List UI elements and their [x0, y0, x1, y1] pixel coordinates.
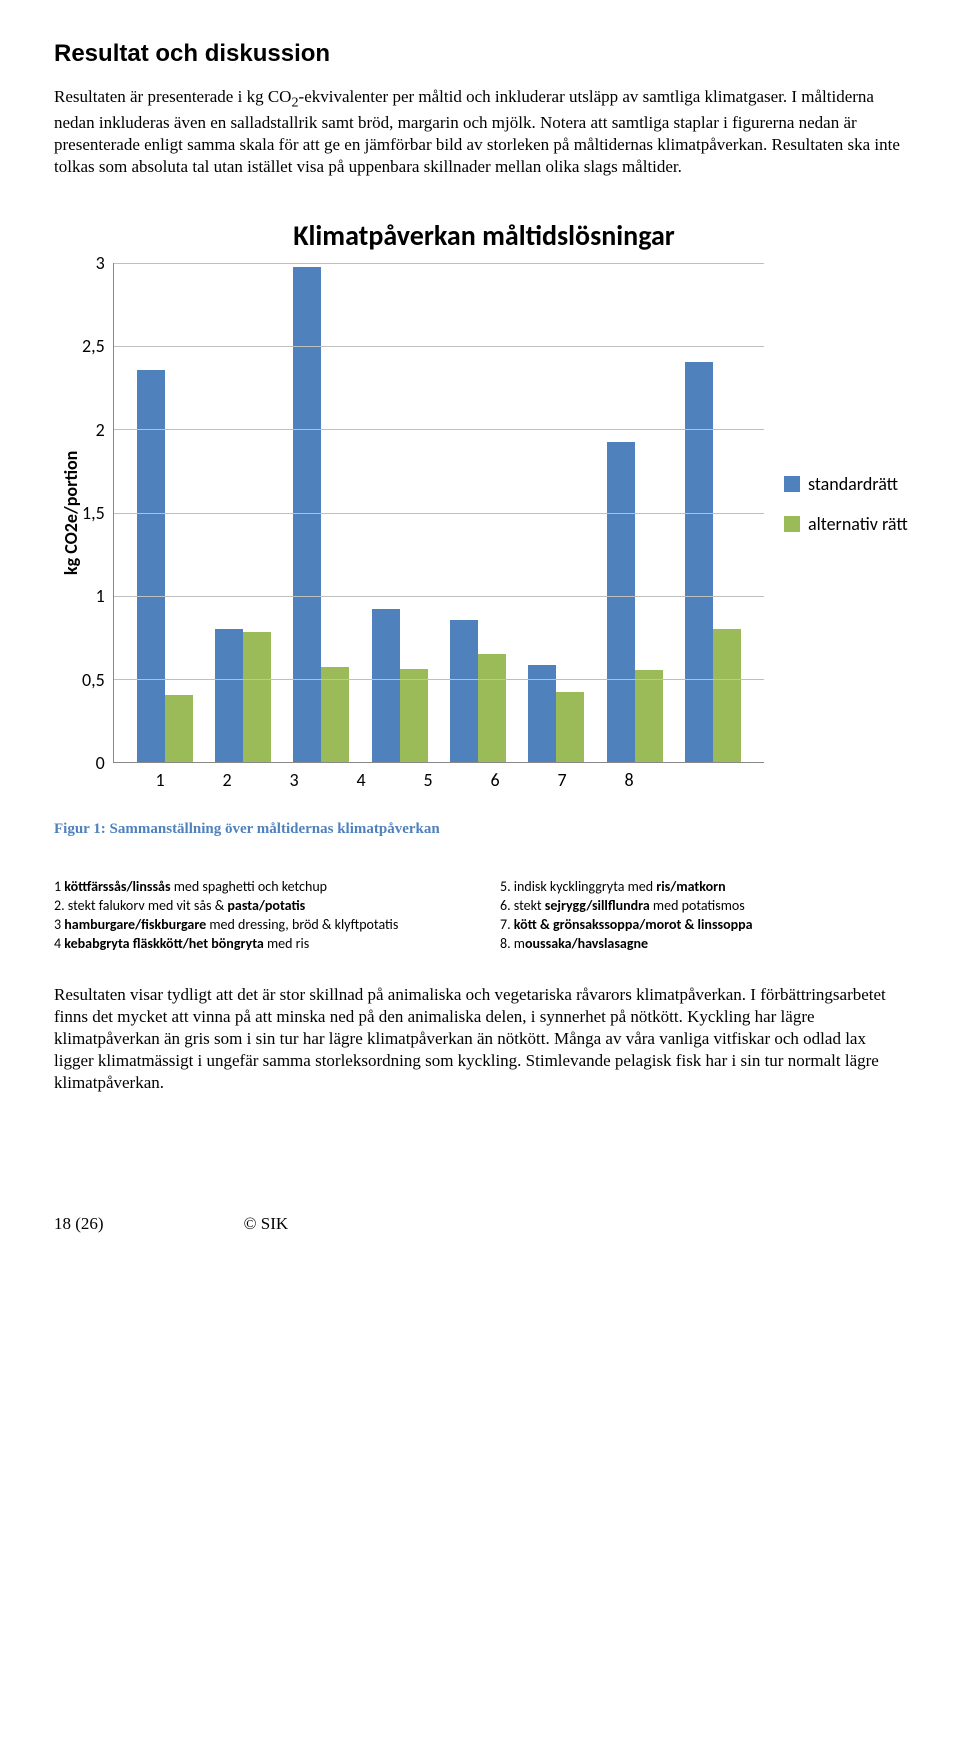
legend-item: alternativ rätt [784, 513, 914, 535]
dish-line: 1 köttfärssås/linssås med spaghetti och … [54, 878, 460, 897]
bar-group [517, 665, 595, 762]
page-number: 18 (26) [54, 1214, 104, 1234]
bar [321, 667, 349, 762]
x-axis-ticks: 12345678 [115, 763, 675, 791]
x-tick: 1 [127, 763, 194, 791]
y-axis-label: kg CO2e/portion [54, 263, 82, 763]
bar [243, 632, 271, 762]
bar [450, 620, 478, 762]
dish-list-left: 1 köttfärssås/linssås med spaghetti och … [54, 878, 460, 954]
x-tick: 5 [395, 763, 462, 791]
section-title: Resultat och diskussion [54, 40, 906, 68]
bar [215, 629, 243, 762]
bar [293, 267, 321, 762]
bar [607, 442, 635, 762]
legend-label: standardrätt [808, 473, 898, 495]
bar [635, 670, 663, 762]
bar [685, 362, 713, 762]
dish-list: 1 köttfärssås/linssås med spaghetti och … [54, 878, 906, 954]
dish-line: 5. indisk kycklinggryta med ris/matkorn [500, 878, 906, 897]
bar-group [204, 629, 282, 762]
dish-line: 3 hamburgare/fiskburgare med dressing, b… [54, 916, 460, 935]
x-tick: 2 [194, 763, 261, 791]
y-axis-ticks: 32,521,510,50 [82, 263, 113, 763]
bar-group [674, 362, 752, 762]
legend-label: alternativ rätt [808, 513, 908, 535]
bar [713, 629, 741, 762]
legend-item: standardrätt [784, 473, 914, 495]
figure-caption: Figur 1: Sammanställning över måltiderna… [54, 821, 906, 838]
dish-line: 7. kött & grönsakssoppa/morot & linssopp… [500, 916, 906, 935]
x-tick: 6 [462, 763, 529, 791]
discussion-paragraph: Resultaten visar tydligt att det är stor… [54, 984, 906, 1094]
legend-swatch [784, 476, 800, 492]
chart-legend: standardrätt alternativ rätt [764, 263, 914, 763]
page-footer: 18 (26) © SIK [54, 1214, 906, 1234]
dish-line: 8. moussaka/havslasagne [500, 935, 906, 954]
x-tick: 7 [529, 763, 596, 791]
dish-line: 4 kebabgryta fläskkött/het böngryta med … [54, 935, 460, 954]
dish-line: 2. stekt falukorv med vit sås & pasta/po… [54, 897, 460, 916]
chart-title: Klimatpåverkan måltidslösningar [54, 218, 914, 253]
bar [478, 654, 506, 762]
bar-group [282, 267, 360, 762]
dish-line: 6. stekt sejrygg/sillflundra med potatis… [500, 897, 906, 916]
copyright: © SIK [244, 1214, 289, 1234]
legend-swatch [784, 516, 800, 532]
x-tick: 4 [328, 763, 395, 791]
bar [528, 665, 556, 762]
bar-group [595, 442, 673, 762]
dish-list-right: 5. indisk kycklinggryta med ris/matkorn6… [500, 878, 906, 954]
chart-container: Klimatpåverkan måltidslösningar kg CO2e/… [54, 218, 914, 791]
bar [400, 669, 428, 762]
bar [372, 609, 400, 762]
x-tick: 8 [596, 763, 663, 791]
bar-group [361, 609, 439, 762]
intro-paragraph: Resultaten är presenterade i kg CO2-ekvi… [54, 86, 906, 178]
bar-group [439, 620, 517, 762]
plot-area [113, 263, 764, 763]
bar [556, 692, 584, 762]
bar [165, 695, 193, 762]
x-tick: 3 [261, 763, 328, 791]
